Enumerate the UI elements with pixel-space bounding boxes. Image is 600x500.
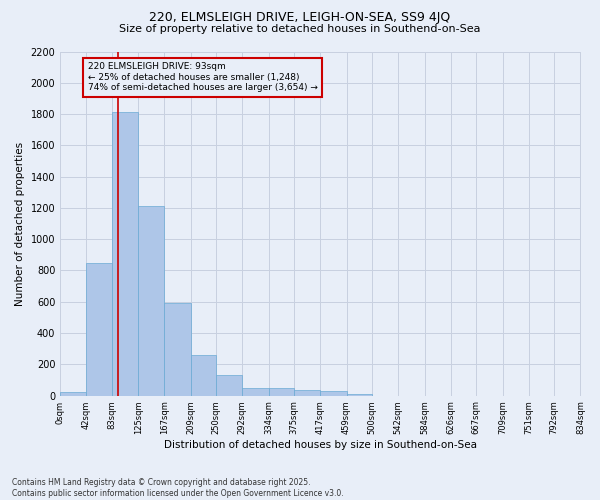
Text: 220, ELMSLEIGH DRIVE, LEIGH-ON-SEA, SS9 4JQ: 220, ELMSLEIGH DRIVE, LEIGH-ON-SEA, SS9 … bbox=[149, 11, 451, 24]
Bar bbox=[138, 206, 164, 396]
Text: Contains HM Land Registry data © Crown copyright and database right 2025.
Contai: Contains HM Land Registry data © Crown c… bbox=[12, 478, 344, 498]
Bar bbox=[112, 112, 138, 396]
Bar bbox=[60, 392, 86, 396]
X-axis label: Distribution of detached houses by size in Southend-on-Sea: Distribution of detached houses by size … bbox=[164, 440, 477, 450]
Text: Size of property relative to detached houses in Southend-on-Sea: Size of property relative to detached ho… bbox=[119, 24, 481, 34]
Bar bbox=[269, 388, 294, 396]
Bar bbox=[320, 391, 347, 396]
Bar bbox=[347, 394, 372, 396]
Bar bbox=[191, 355, 216, 396]
Bar bbox=[216, 376, 242, 396]
Bar bbox=[86, 263, 112, 396]
Text: 220 ELMSLEIGH DRIVE: 93sqm
← 25% of detached houses are smaller (1,248)
74% of s: 220 ELMSLEIGH DRIVE: 93sqm ← 25% of deta… bbox=[88, 62, 317, 92]
Bar bbox=[242, 388, 269, 396]
Bar bbox=[294, 390, 320, 396]
Bar bbox=[164, 304, 191, 396]
Y-axis label: Number of detached properties: Number of detached properties bbox=[15, 142, 25, 306]
